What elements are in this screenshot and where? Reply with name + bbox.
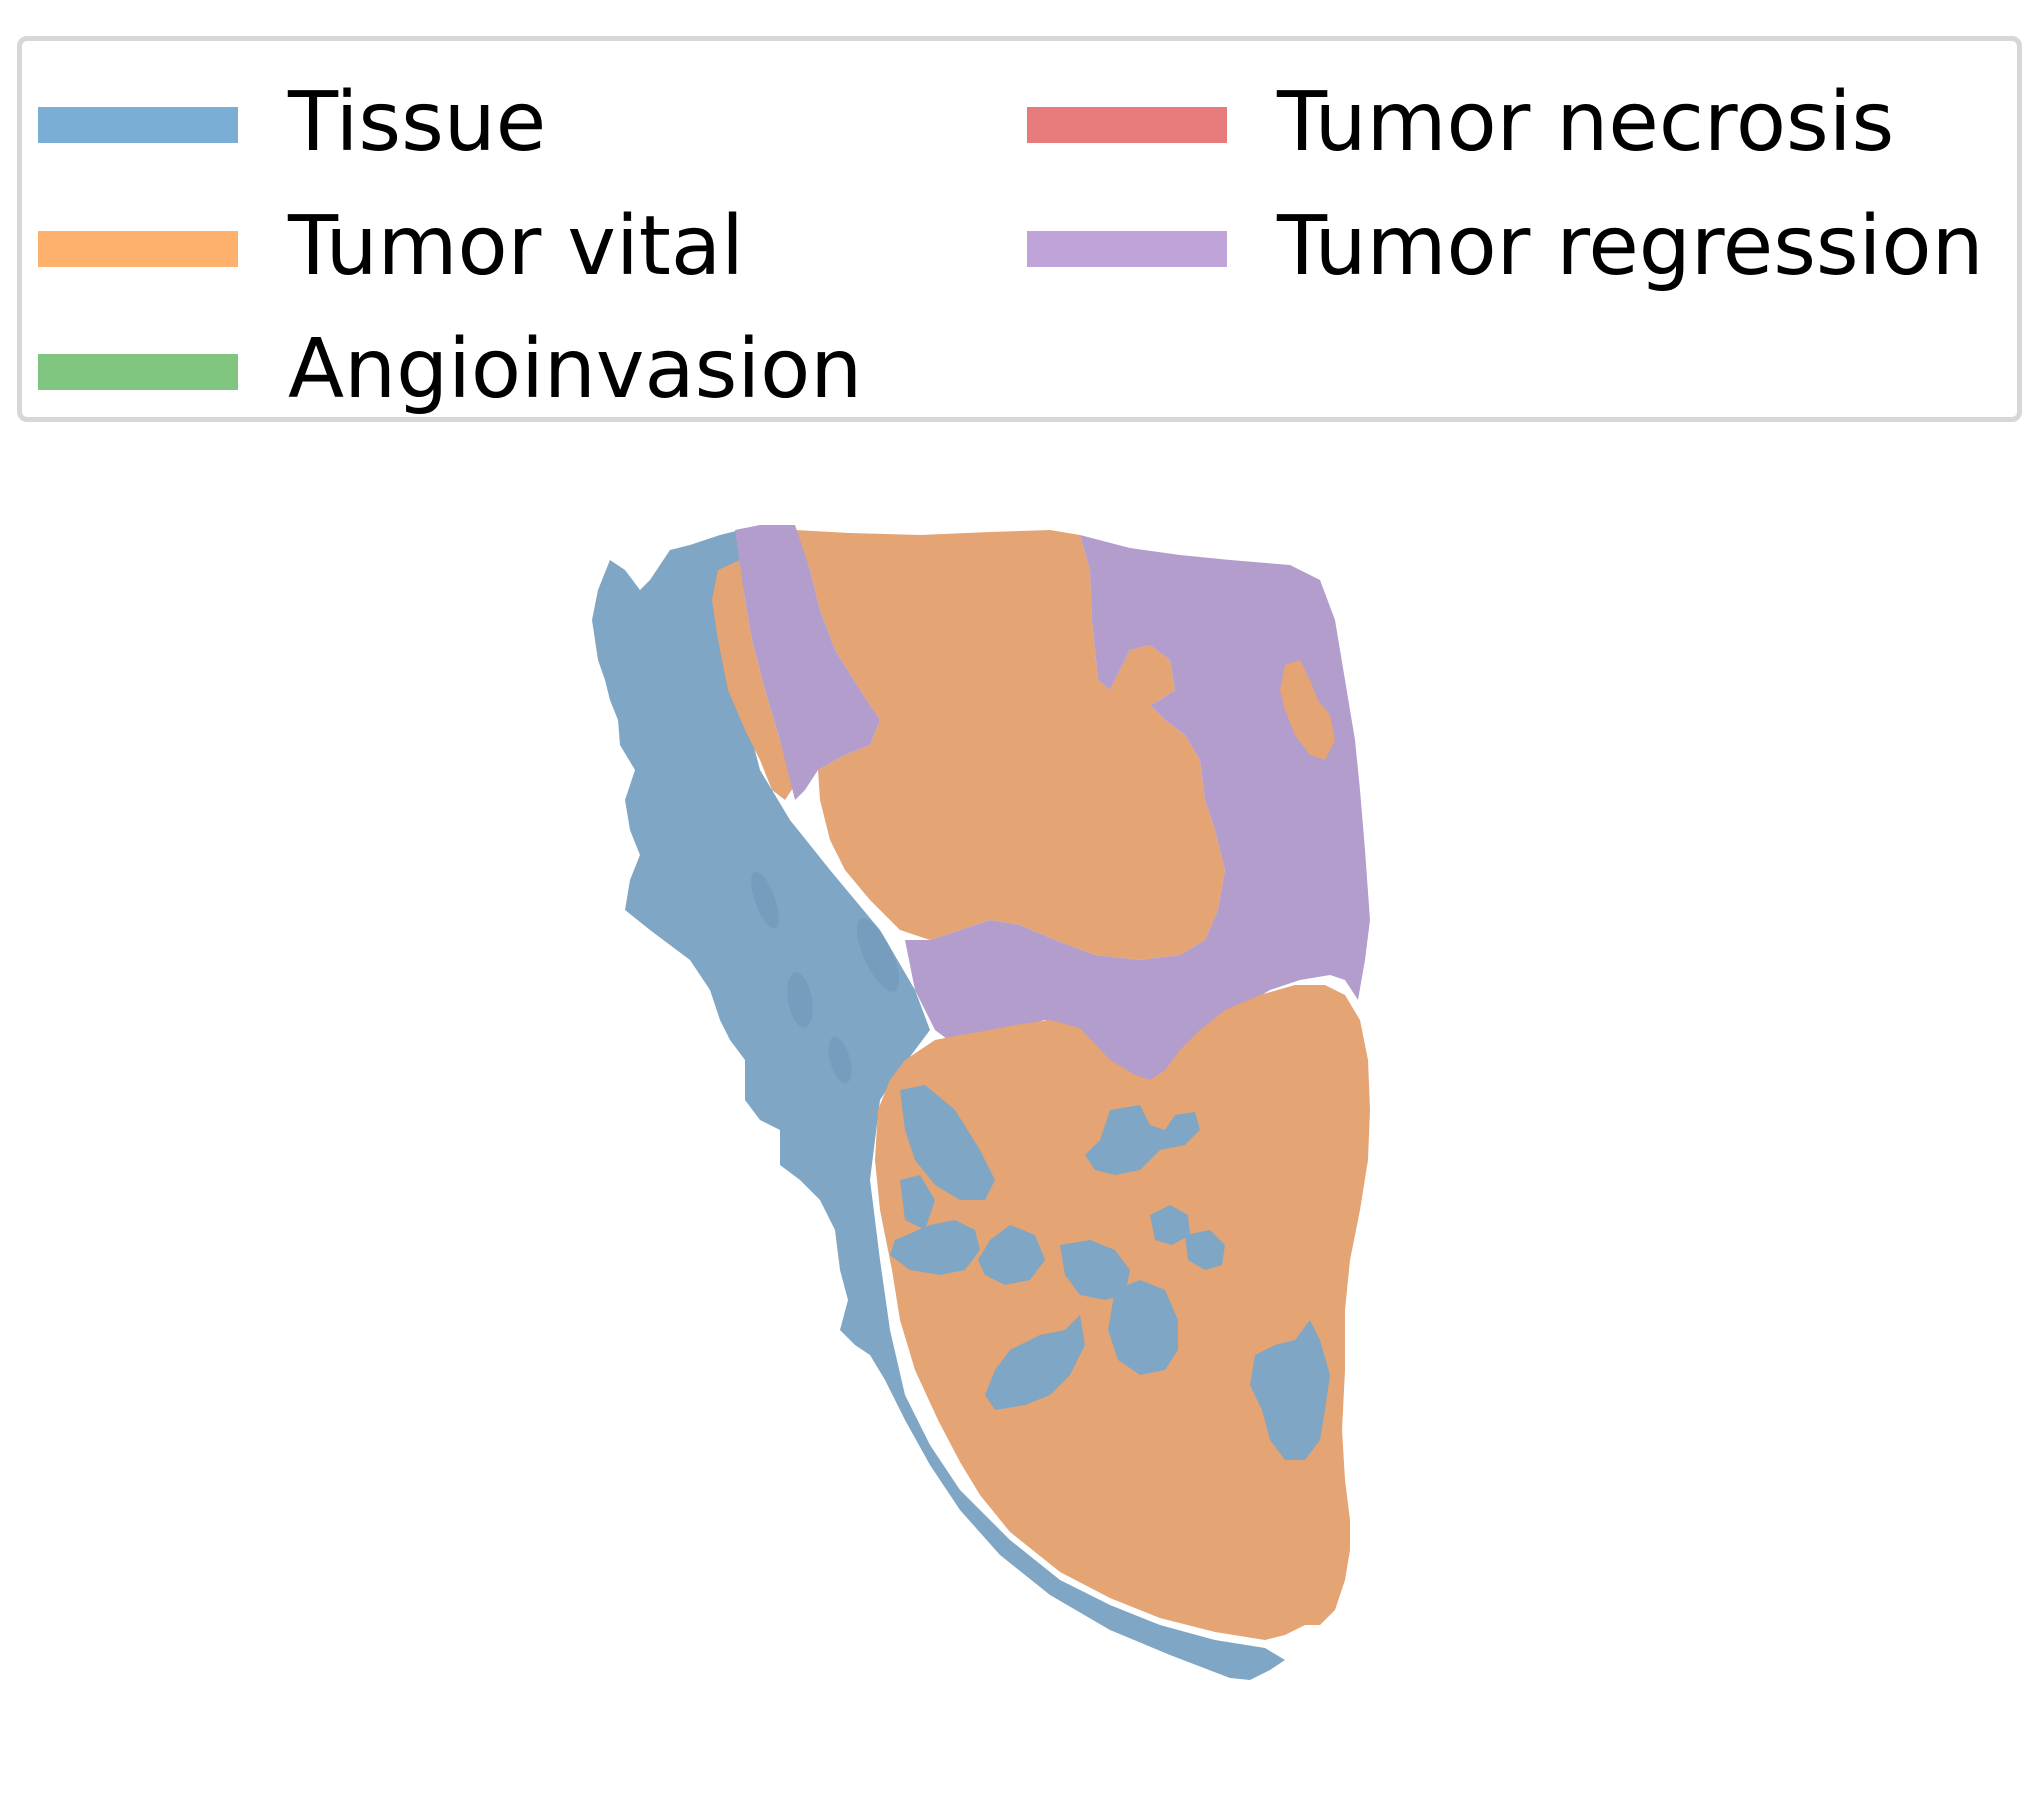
legend-swatch-tissue [38, 107, 238, 143]
tissue-region [592, 530, 1285, 1680]
tumor-vital-left-strip [712, 560, 795, 800]
legend-swatch-tumor-regression [1027, 231, 1227, 267]
legend: Tissue Tumor vital Angioinvasion Tumor n… [17, 36, 2022, 422]
legend-label-angioinvasion: Angioinvasion [288, 322, 863, 417]
legend-swatch-angioinvasion [38, 354, 238, 390]
tumor-vital-spot [1280, 660, 1335, 760]
legend-label-tissue: Tissue [288, 75, 547, 170]
tissue-ducts [751, 871, 900, 1084]
tumor-vital-upper-region [795, 530, 1225, 960]
legend-swatch-tumor-necrosis [1027, 107, 1227, 143]
legend-label-tumor-necrosis: Tumor necrosis [1277, 75, 1895, 170]
tumor-regression-region [735, 525, 1370, 1090]
legend-label-tumor-regression: Tumor regression [1277, 199, 1984, 294]
legend-swatch-tumor-vital [38, 231, 238, 267]
legend-label-tumor-vital: Tumor vital [288, 199, 744, 294]
tissue-islands [890, 1085, 1330, 1460]
